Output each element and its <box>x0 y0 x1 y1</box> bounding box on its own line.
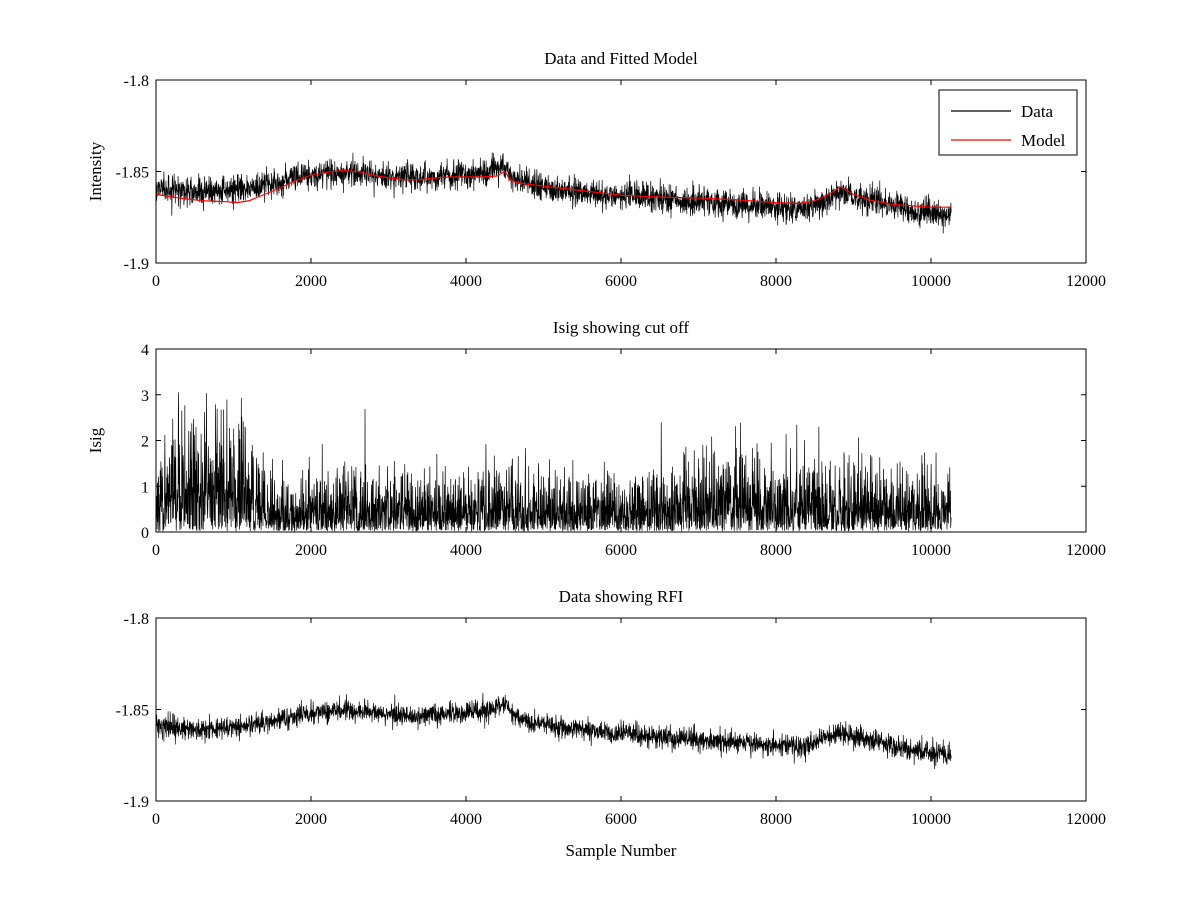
chart-title: Data and Fitted Model <box>544 49 698 68</box>
x-tick-label: 8000 <box>760 273 792 290</box>
subplot-1: 0 2000 4000 6000 8000 10000 12000 -1.9 -1.85 -1.8… <box>86 49 1106 290</box>
y-tick-label: 0 <box>141 525 149 542</box>
series-data-line <box>156 692 952 770</box>
legend-label-data: Data <box>1021 102 1054 121</box>
x-tick-label: 6000 <box>605 811 637 828</box>
y-tick-label: 2 <box>141 434 149 451</box>
y-tick-label: -1.8 <box>124 611 149 628</box>
x-tick-label: 8000 <box>760 811 792 828</box>
y-tick-label: 1 <box>141 479 149 496</box>
y-tick-label: -1.85 <box>116 165 149 182</box>
x-tick-label: 4000 <box>450 811 482 828</box>
chart-title: Data showing RFI <box>559 587 684 606</box>
subplot-3: 0 2000 4000 6000 8000 10000 12000 -1.9 -1.85 -1.8… <box>116 587 1106 860</box>
series-data-line <box>156 152 952 234</box>
x-tick-label: 12000 <box>1066 811 1106 828</box>
x-tick-label: 4000 <box>450 273 482 290</box>
x-tick-label: 8000 <box>760 542 792 559</box>
x-tick-label: 0 <box>152 811 160 828</box>
x-tick-label: 2000 <box>295 273 327 290</box>
x-tick-label: 10000 <box>911 811 951 828</box>
axes-box <box>155 617 1087 802</box>
x-tick-label: 4000 <box>450 542 482 559</box>
x-tick-label: 6000 <box>605 542 637 559</box>
x-tick-label: 10000 <box>911 273 951 290</box>
legend: Data Model <box>938 89 1078 156</box>
x-tick-label: 0 <box>152 542 160 559</box>
x-axis-label: Sample Number <box>566 841 677 860</box>
y-tick-label: -1.9 <box>124 794 149 811</box>
chart-title: Isig showing cut off <box>553 318 689 337</box>
subplot-2: 0 2000 4000 6000 8000 10000 12000 0 1 2 3 4 Isig sho… <box>86 318 1106 559</box>
y-tick-label: -1.85 <box>116 703 149 720</box>
series-isig-line <box>156 392 952 532</box>
x-tick-label: 0 <box>152 273 160 290</box>
y-tick-label: -1.9 <box>124 256 149 273</box>
series-model-line <box>156 169 952 208</box>
legend-box <box>938 89 1078 156</box>
y-axis-label: Isig <box>86 427 105 453</box>
y-tick-label: 4 <box>141 342 149 359</box>
x-tick-label: 10000 <box>911 542 951 559</box>
legend-label-model: Model <box>1021 131 1066 150</box>
x-tick-label: 6000 <box>605 273 637 290</box>
x-tick-label: 2000 <box>295 542 327 559</box>
y-tick-label: 3 <box>141 388 149 405</box>
x-tick-label: 12000 <box>1066 273 1106 290</box>
x-tick-label: 2000 <box>295 811 327 828</box>
y-tick-label: -1.8 <box>124 73 149 90</box>
y-axis-label: Intensity <box>86 141 105 201</box>
x-tick-label: 12000 <box>1066 542 1106 559</box>
